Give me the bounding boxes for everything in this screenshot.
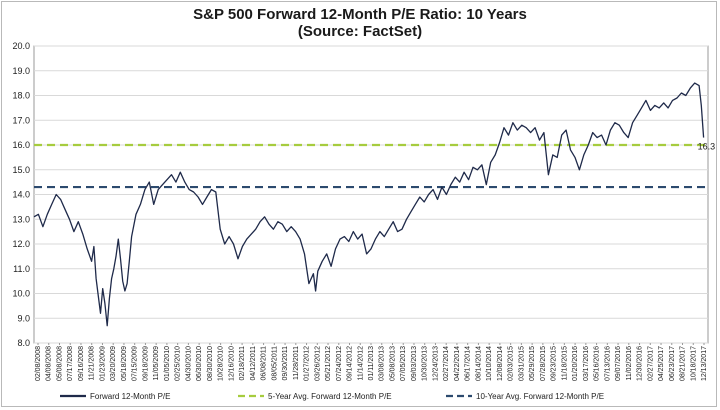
x-tick-label: 01/05/2010	[164, 346, 171, 381]
x-tick-label: 02/27/2014	[443, 346, 450, 381]
y-tick-label: 15.0	[12, 165, 30, 175]
x-tick-label: 11/18/2015	[561, 346, 568, 381]
x-tick-label: 01/23/2009	[99, 346, 106, 381]
x-tick-label: 06/08/2011	[261, 346, 268, 381]
x-tick-label: 08/14/2014	[475, 346, 482, 381]
x-tick-label: 06/30/2010	[196, 346, 203, 381]
x-tick-label: 04/12/2011	[250, 346, 257, 381]
legend-ten-year-average-label: 10-Year Avg. Forward 12-Month P/E	[476, 392, 604, 401]
chart-title: S&P 500 Forward 12-Month P/E Ratio: 10 Y…	[193, 6, 527, 23]
x-tick-label: 10/30/2013	[422, 346, 429, 381]
y-tick-label: 10.0	[12, 289, 30, 299]
endpoint-label: 16.3	[698, 142, 716, 152]
x-tick-label: 09/18/2009	[142, 346, 149, 381]
legend-five-year-average-label: 5-Year Avg. Forward 12-Month P/E	[268, 392, 392, 401]
x-tick-label: 11/28/2011	[293, 346, 300, 380]
y-tick-label: 14.0	[12, 190, 30, 200]
x-tick-label: 11/21/2008	[89, 346, 96, 381]
legend-forward-pe-label: Forward 12-Month P/E	[90, 392, 170, 401]
x-tick-label: 11/02/2016	[626, 346, 633, 381]
x-tick-label: 11/14/2012	[357, 346, 364, 381]
x-tick-label: 08/05/2011	[271, 346, 278, 381]
x-tick-label: 07/28/2015	[540, 346, 547, 381]
x-tick-label: 06/17/2014	[465, 346, 472, 381]
x-tick-label: 09/14/2012	[347, 346, 354, 381]
x-tick-label: 05/16/2016	[594, 346, 601, 381]
x-tick-label: 05/08/2013	[389, 346, 396, 381]
y-tick-label: 9.0	[17, 313, 30, 323]
x-tick-label: 11/05/2009	[153, 346, 160, 381]
x-tick-label: 12/30/2016	[637, 346, 644, 381]
x-tick-label: 03/20/2009	[110, 346, 117, 381]
x-tick-label: 09/30/2011	[282, 346, 289, 381]
x-tick-label: 10/18/2017	[690, 346, 697, 381]
x-tick-label: 09/07/2016	[615, 346, 622, 381]
x-tick-label: 07/05/2013	[400, 346, 407, 381]
chart-subtitle: (Source: FactSet)	[297, 23, 423, 40]
x-tick-label: 07/15/2009	[132, 346, 139, 381]
y-tick-label: 18.0	[12, 91, 30, 101]
x-tick-label: 01/20/2016	[572, 346, 579, 381]
x-tick-label: 02/18/2011	[239, 346, 246, 381]
x-tick-label: 12/08/2014	[497, 346, 504, 381]
x-tick-label: 07/13/2016	[604, 346, 611, 381]
x-tick-label: 02/03/2015	[508, 346, 515, 381]
x-tick-label: 04/22/2014	[454, 346, 461, 381]
x-tick-label: 07/17/2008	[67, 346, 74, 381]
x-tick-label: 05/21/2012	[325, 346, 332, 381]
x-tick-label: 02/08/2008	[35, 346, 42, 381]
x-tick-label: 02/27/2017	[647, 346, 654, 381]
x-tick-label: 01/27/2012	[304, 346, 311, 381]
x-tick-label: 04/25/2017	[658, 346, 665, 381]
y-tick-label: 17.0	[12, 115, 30, 125]
x-tick-label: 08/21/2017	[680, 346, 687, 381]
x-tick-label: 10/28/2010	[218, 346, 225, 381]
x-tick-label: 04/30/2010	[185, 346, 192, 381]
x-tick-label: 08/30/2010	[207, 346, 214, 381]
y-tick-label: 13.0	[12, 214, 30, 224]
x-tick-label: 03/31/2015	[518, 346, 525, 381]
x-tick-label: 12/24/2013	[432, 346, 439, 381]
x-tick-label: 03/26/2012	[314, 346, 321, 381]
x-tick-label: 01/11/2013	[368, 346, 375, 381]
x-tick-label: 05/08/2008	[56, 346, 63, 381]
y-tick-label: 20.0	[12, 41, 30, 51]
y-tick-label: 12.0	[12, 239, 30, 249]
x-tick-label: 03/08/2013	[379, 346, 386, 381]
y-tick-label: 11.0	[13, 264, 30, 274]
x-tick-label: 09/16/2008	[78, 346, 85, 381]
x-tick-label: 07/24/2012	[336, 346, 343, 381]
x-tick-label: 04/08/2008	[46, 346, 53, 381]
y-tick-label: 16.0	[12, 140, 30, 150]
y-tick-label: 8.0	[17, 338, 30, 348]
x-tick-label: 09/23/2015	[551, 346, 558, 381]
x-tick-label: 12/16/2010	[228, 346, 235, 381]
y-tick-label: 19.0	[12, 66, 30, 76]
pe-ratio-line	[33, 82, 705, 327]
x-tick-label: 12/13/2017	[701, 346, 708, 381]
x-tick-label: 03/17/2016	[583, 346, 590, 381]
x-tick-label: 09/03/2013	[411, 346, 418, 381]
x-tick-label: 02/25/2010	[175, 346, 182, 381]
x-tick-label: 10/10/2014	[486, 346, 493, 381]
x-tick-label: 05/29/2015	[529, 346, 536, 381]
x-tick-label: 05/18/2009	[121, 346, 128, 381]
x-tick-label: 06/23/2017	[669, 346, 676, 381]
